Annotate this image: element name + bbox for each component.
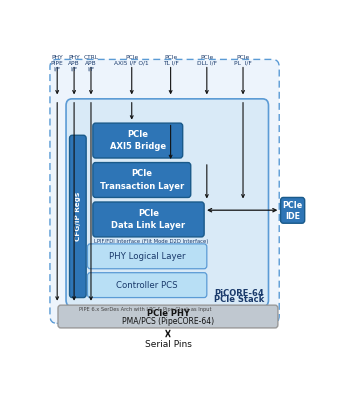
FancyBboxPatch shape <box>58 305 278 328</box>
Text: CTRL
APB
I/F: CTRL APB I/F <box>83 55 99 71</box>
Text: PCIe: PCIe <box>282 201 303 210</box>
FancyBboxPatch shape <box>281 197 305 223</box>
Text: LPIF/FDI Interface (Flit Mode D2D Interface): LPIF/FDI Interface (Flit Mode D2D Interf… <box>94 239 209 244</box>
Text: PCIe
PL  I/F: PCIe PL I/F <box>234 55 252 66</box>
Text: PCIe: PCIe <box>138 209 159 217</box>
Text: IDE: IDE <box>285 212 300 221</box>
Text: PCIe
DLL I/F: PCIe DLL I/F <box>197 55 217 66</box>
FancyBboxPatch shape <box>93 202 204 237</box>
Text: Data Link Layer: Data Link Layer <box>111 221 185 230</box>
Text: AXI5 Bridge: AXI5 Bridge <box>110 142 166 151</box>
Text: Controller PCS: Controller PCS <box>116 281 178 290</box>
Text: PHY Logical Layer: PHY Logical Layer <box>109 252 185 261</box>
FancyBboxPatch shape <box>88 273 207 297</box>
Text: PiCORE-64: PiCORE-64 <box>215 288 264 297</box>
FancyBboxPatch shape <box>88 244 207 269</box>
Text: Transaction Layer: Transaction Layer <box>100 182 184 191</box>
Text: Serial Pins: Serial Pins <box>145 340 191 349</box>
Text: PCIe
TL I/F: PCIe TL I/F <box>163 55 179 66</box>
FancyBboxPatch shape <box>70 135 86 297</box>
Text: PCIe Stack: PCIe Stack <box>214 295 264 304</box>
FancyBboxPatch shape <box>93 123 183 158</box>
Text: PHY
APB
I/F: PHY APB I/F <box>68 55 80 71</box>
Text: PCIe
AXI5 I/F O/1: PCIe AXI5 I/F O/1 <box>115 55 149 66</box>
Text: CFG/IP Regs: CFG/IP Regs <box>75 192 81 241</box>
Text: PCIe: PCIe <box>127 130 148 139</box>
FancyBboxPatch shape <box>93 163 191 197</box>
FancyBboxPatch shape <box>66 99 268 307</box>
Text: PMA/PCS (PipeCORE-64): PMA/PCS (PipeCORE-64) <box>122 317 214 326</box>
Text: PHY
PIPE
I/F: PHY PIPE I/F <box>51 55 64 71</box>
FancyBboxPatch shape <box>50 59 279 323</box>
Text: PIPE 6.x SerDes Arch with LPC & Pipe Clock as Input: PIPE 6.x SerDes Arch with LPC & Pipe Clo… <box>80 307 212 312</box>
Text: PCIe: PCIe <box>131 169 152 178</box>
Text: PCIe PHY: PCIe PHY <box>146 309 189 318</box>
